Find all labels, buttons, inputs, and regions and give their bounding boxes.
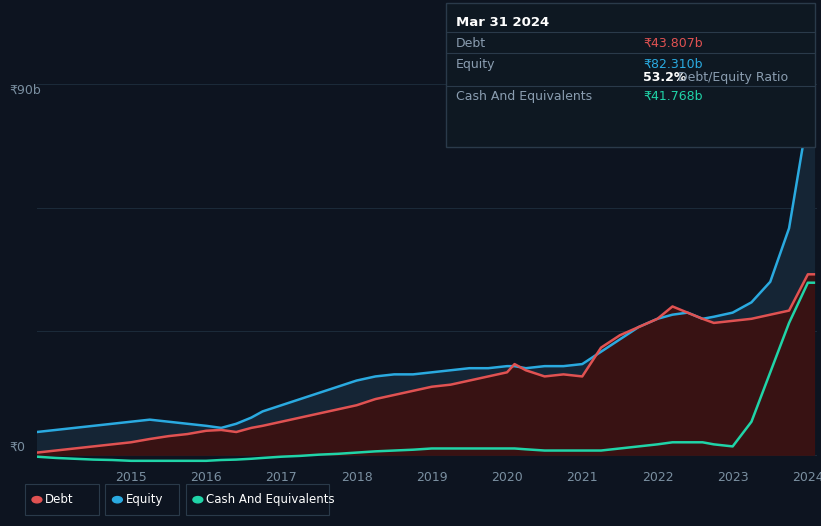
Text: ₹82.310b: ₹82.310b	[643, 58, 702, 71]
Text: ₹41.768b: ₹41.768b	[643, 90, 702, 103]
Text: 53.2%: 53.2%	[643, 72, 686, 84]
Text: Cash And Equivalents: Cash And Equivalents	[456, 90, 592, 103]
Text: ₹90b: ₹90b	[10, 84, 41, 97]
Text: Cash And Equivalents: Cash And Equivalents	[206, 493, 335, 506]
Text: Debt/Equity Ratio: Debt/Equity Ratio	[674, 72, 788, 84]
Text: Equity: Equity	[126, 493, 163, 506]
Text: ₹0: ₹0	[10, 440, 25, 453]
Text: Debt: Debt	[45, 493, 74, 506]
Text: ₹43.807b: ₹43.807b	[643, 37, 703, 50]
Text: Mar 31 2024: Mar 31 2024	[456, 16, 549, 29]
Text: Debt: Debt	[456, 37, 486, 50]
Text: Equity: Equity	[456, 58, 495, 71]
